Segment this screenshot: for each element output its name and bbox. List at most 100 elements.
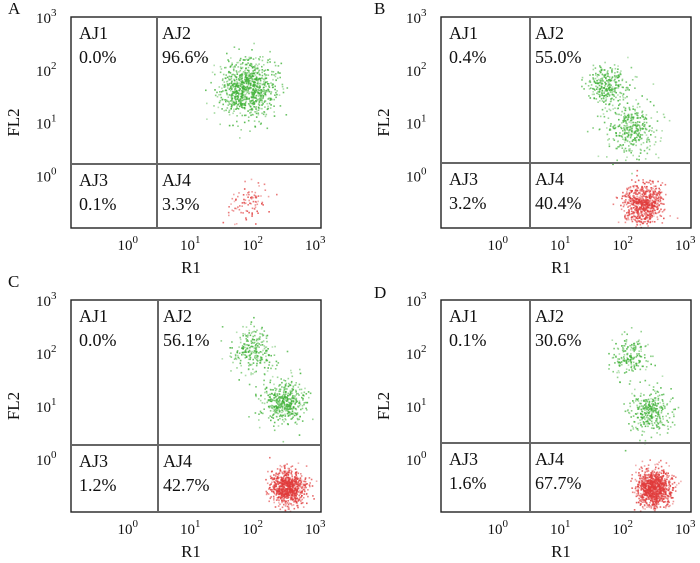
point [274,408,276,410]
point [280,62,283,65]
point [615,147,617,150]
point [271,478,274,481]
point [247,204,249,206]
point [286,502,289,504]
point [662,494,665,496]
point [665,193,667,196]
point [641,215,644,218]
point [637,112,639,114]
point [622,195,625,197]
point [618,145,621,148]
point [650,216,652,219]
point [228,94,231,96]
point [644,406,647,408]
point [230,57,232,59]
point [289,391,292,394]
point [256,329,258,332]
point [248,64,251,66]
point [241,92,243,95]
point [592,87,594,90]
point [245,337,247,340]
point [272,486,275,489]
point [257,113,260,116]
point [642,142,645,144]
point [632,198,634,201]
point [258,413,260,415]
point [266,340,268,343]
point [247,62,249,64]
point [627,201,629,203]
point [248,354,250,357]
point [657,202,659,205]
point [254,200,257,203]
point [650,505,653,508]
point [603,69,606,71]
point [640,211,643,213]
point [610,89,613,92]
point [232,94,235,97]
point [273,111,275,113]
point [629,126,632,129]
point [656,502,659,504]
point [640,214,643,217]
point [256,72,259,74]
point [241,90,244,93]
point [229,355,231,357]
point [248,191,250,193]
point [616,347,619,349]
point [656,424,658,427]
point [278,492,280,495]
point [254,90,257,92]
point [638,354,641,357]
point [297,482,300,484]
point [645,198,647,201]
point [259,357,262,360]
point [645,402,647,405]
point [607,82,610,84]
point [251,99,254,102]
point [656,208,659,211]
point [660,208,662,211]
point [672,408,675,411]
point [659,506,662,508]
point [649,210,652,212]
point [650,212,652,215]
x-tick-label: 102 [243,518,264,538]
point [598,91,600,93]
point [599,78,602,80]
point [279,490,282,493]
point [656,218,659,221]
point [599,72,602,74]
point [233,79,236,82]
point [636,134,639,136]
point [651,499,654,502]
point [631,127,633,130]
point [219,99,222,102]
point [660,479,662,481]
point [656,404,658,407]
point [235,78,238,81]
point [658,196,660,198]
point [601,77,604,79]
point [251,213,253,216]
point [257,212,259,214]
point [641,418,643,421]
point [256,342,258,345]
point [248,56,251,59]
point [665,497,667,500]
point [276,364,278,367]
point [256,100,258,102]
point [674,408,676,411]
point [646,400,649,403]
point [272,413,275,416]
point [214,73,216,76]
point [303,403,305,406]
point [251,338,254,340]
point [259,351,262,353]
point [668,417,671,419]
point [650,202,652,205]
point [633,195,635,197]
point [276,93,278,96]
point [630,416,632,418]
point [254,412,257,414]
